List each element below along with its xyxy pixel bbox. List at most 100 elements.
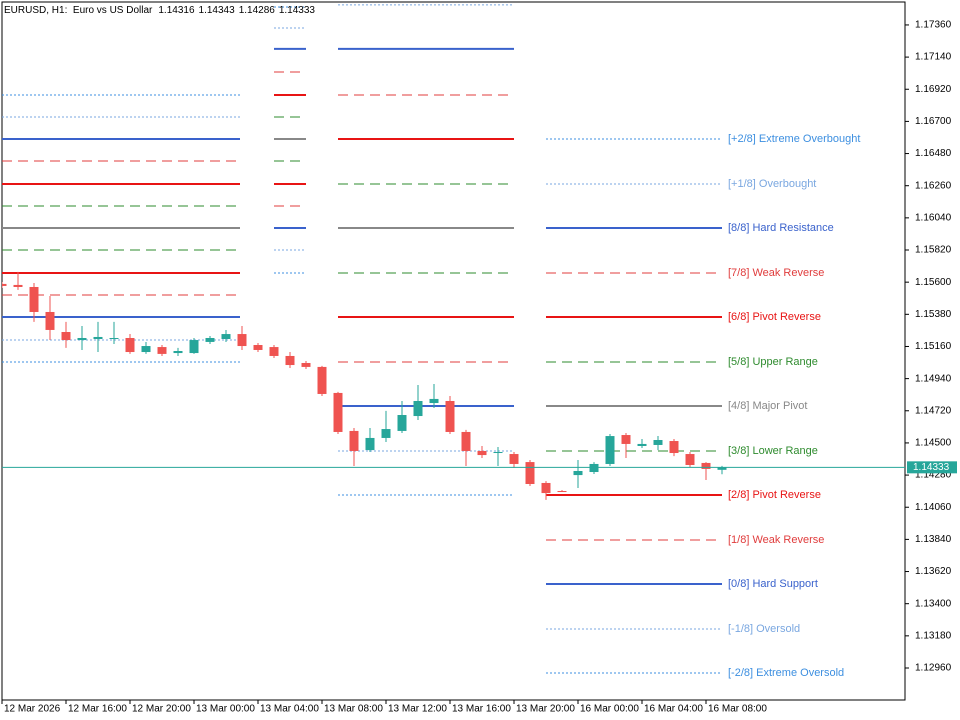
y-tick-label: 1.16040	[915, 213, 952, 224]
plot-frame	[1, 1, 906, 701]
murrey-label: [3/8] Lower Range	[728, 445, 818, 457]
candle-body	[285, 355, 295, 366]
candle-body	[413, 400, 423, 417]
murrey-label: [4/8] Major Pivot	[728, 400, 807, 412]
murrey-label: [+2/8] Extreme Overbought	[728, 133, 860, 145]
y-tick-label: 1.17360	[915, 20, 952, 31]
candle-body	[381, 429, 391, 438]
candle-body	[605, 436, 615, 464]
candle-body	[61, 332, 71, 341]
y-tick-label: 1.16920	[915, 84, 952, 95]
y-tick-label: 1.15600	[915, 277, 952, 288]
x-tick-label: 16 Mar 04:00	[644, 704, 703, 715]
candle-body	[637, 443, 647, 446]
x-tick-label: 13 Mar 12:00	[388, 704, 447, 715]
chart-title: EURUSD, H1: Euro vs US Dollar	[4, 5, 153, 16]
ohlc-low: 1.14286	[239, 5, 276, 16]
candle-body	[29, 286, 39, 312]
candle-body	[621, 435, 631, 444]
candle-body	[573, 470, 583, 476]
candle-body	[2, 283, 7, 286]
y-tick-label: 1.15380	[915, 309, 952, 320]
candle-body	[141, 346, 151, 353]
x-tick-label: 13 Mar 16:00	[452, 704, 511, 715]
murrey-label: [1/8] Weak Reverse	[728, 534, 824, 546]
x-tick-label: 13 Mar 00:00	[196, 704, 255, 715]
candle-body	[125, 337, 135, 353]
candle-body	[365, 437, 375, 451]
x-tick-label: 16 Mar 00:00	[580, 704, 639, 715]
candle-body	[701, 462, 711, 469]
murrey-label: [+1/8] Overbought	[728, 178, 816, 190]
candle-body	[349, 430, 359, 451]
x-tick-label: 13 Mar 04:00	[260, 704, 319, 715]
ohlc-open: 1.14316	[158, 5, 195, 16]
x-tick-label: 12 Mar 20:00	[132, 704, 191, 715]
murrey-label: [-2/8] Extreme Oversold	[728, 667, 844, 679]
y-tick-label: 1.14280	[915, 470, 952, 481]
murrey-label: [6/8] Pivot Reverse	[728, 311, 821, 323]
x-tick-label: 13 Mar 08:00	[324, 704, 383, 715]
y-tick-label: 1.16480	[915, 148, 952, 159]
candle-body	[445, 400, 455, 432]
y-tick-label: 1.15820	[915, 245, 952, 256]
y-tick-label: 1.16700	[915, 116, 952, 127]
murrey-label: [5/8] Upper Range	[728, 356, 818, 368]
murrey-label: [-1/8] Oversold	[728, 623, 800, 635]
ohlc-high: 1.14343	[199, 5, 236, 16]
murrey-label: [0/8] Hard Support	[728, 578, 818, 590]
candle-body	[109, 337, 119, 340]
chart-header: EURUSD, H1: Euro vs US Dollar 1.14316 1.14…	[4, 5, 315, 16]
candle-body	[397, 415, 407, 431]
candle-body	[205, 337, 215, 342]
candle-body	[477, 450, 487, 456]
candle-body	[429, 398, 439, 404]
candle-body	[13, 284, 23, 287]
candle-body	[221, 334, 231, 340]
candle-body	[493, 451, 503, 454]
y-tick-label: 1.16260	[915, 180, 952, 191]
x-tick-label: 16 Mar 08:00	[708, 704, 767, 715]
candle-body	[525, 462, 535, 484]
x-tick-label: 12 Mar 16:00	[68, 704, 127, 715]
y-tick-label: 1.15160	[915, 341, 952, 352]
candle-body	[269, 347, 279, 356]
y-tick-label: 1.14940	[915, 373, 952, 384]
murrey-label: [2/8] Pivot Reverse	[728, 489, 821, 501]
candle-body	[253, 345, 263, 350]
candle-body	[557, 491, 567, 493]
candle-body	[509, 454, 519, 464]
candle-body	[669, 441, 679, 454]
candle-body	[317, 366, 327, 394]
y-tick-label: 1.14060	[915, 502, 952, 513]
candle-body	[653, 440, 663, 445]
y-tick-label: 1.14720	[915, 405, 952, 416]
y-tick-label: 1.12960	[915, 663, 952, 674]
candle-body	[157, 347, 167, 354]
y-tick-label: 1.13400	[915, 598, 952, 609]
candle-body	[685, 454, 695, 465]
price-tag-label: 1.14333	[913, 462, 950, 473]
candle-body	[717, 467, 727, 470]
murrey-label: [7/8] Weak Reverse	[728, 267, 824, 279]
x-tick-label: 13 Mar 20:00	[516, 704, 575, 715]
y-tick-label: 1.13620	[915, 566, 952, 577]
price-tag	[907, 461, 957, 474]
candle-body	[45, 311, 55, 330]
candle-body	[77, 337, 87, 341]
murrey-label: [8/8] Hard Resistance	[728, 222, 834, 234]
y-tick-label: 1.14500	[915, 438, 952, 449]
x-tick-label: 12 Mar 2026	[4, 704, 61, 715]
ohlc-close: 1.14333	[279, 5, 316, 16]
candle-body	[173, 351, 183, 354]
candle-body	[333, 392, 343, 432]
y-tick-label: 1.13180	[915, 630, 952, 641]
plot-area: [+2/8] Extreme Overbought [+1/8] Overboug…	[2, 4, 905, 679]
candle-body	[237, 334, 247, 347]
candle-body	[189, 340, 199, 354]
candle-body	[541, 482, 551, 494]
candle-body	[461, 431, 471, 451]
y-tick-label: 1.17140	[915, 52, 952, 63]
